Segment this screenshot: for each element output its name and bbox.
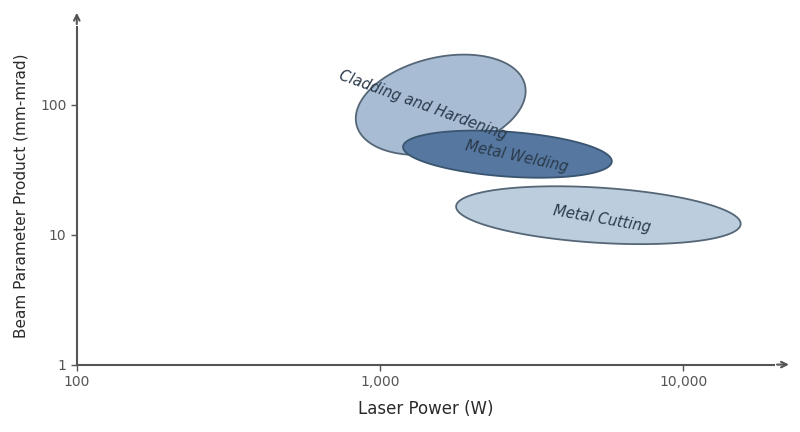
Polygon shape [356,54,526,155]
Text: Cladding and Hardening: Cladding and Hardening [337,67,509,142]
Text: Metal Cutting: Metal Cutting [551,203,651,235]
Y-axis label: Beam Parameter Product (mm-mrad): Beam Parameter Product (mm-mrad) [14,54,29,338]
X-axis label: Laser Power (W): Laser Power (W) [358,400,494,418]
Polygon shape [456,186,741,244]
Polygon shape [403,130,612,178]
Text: Metal Welding: Metal Welding [464,139,570,175]
